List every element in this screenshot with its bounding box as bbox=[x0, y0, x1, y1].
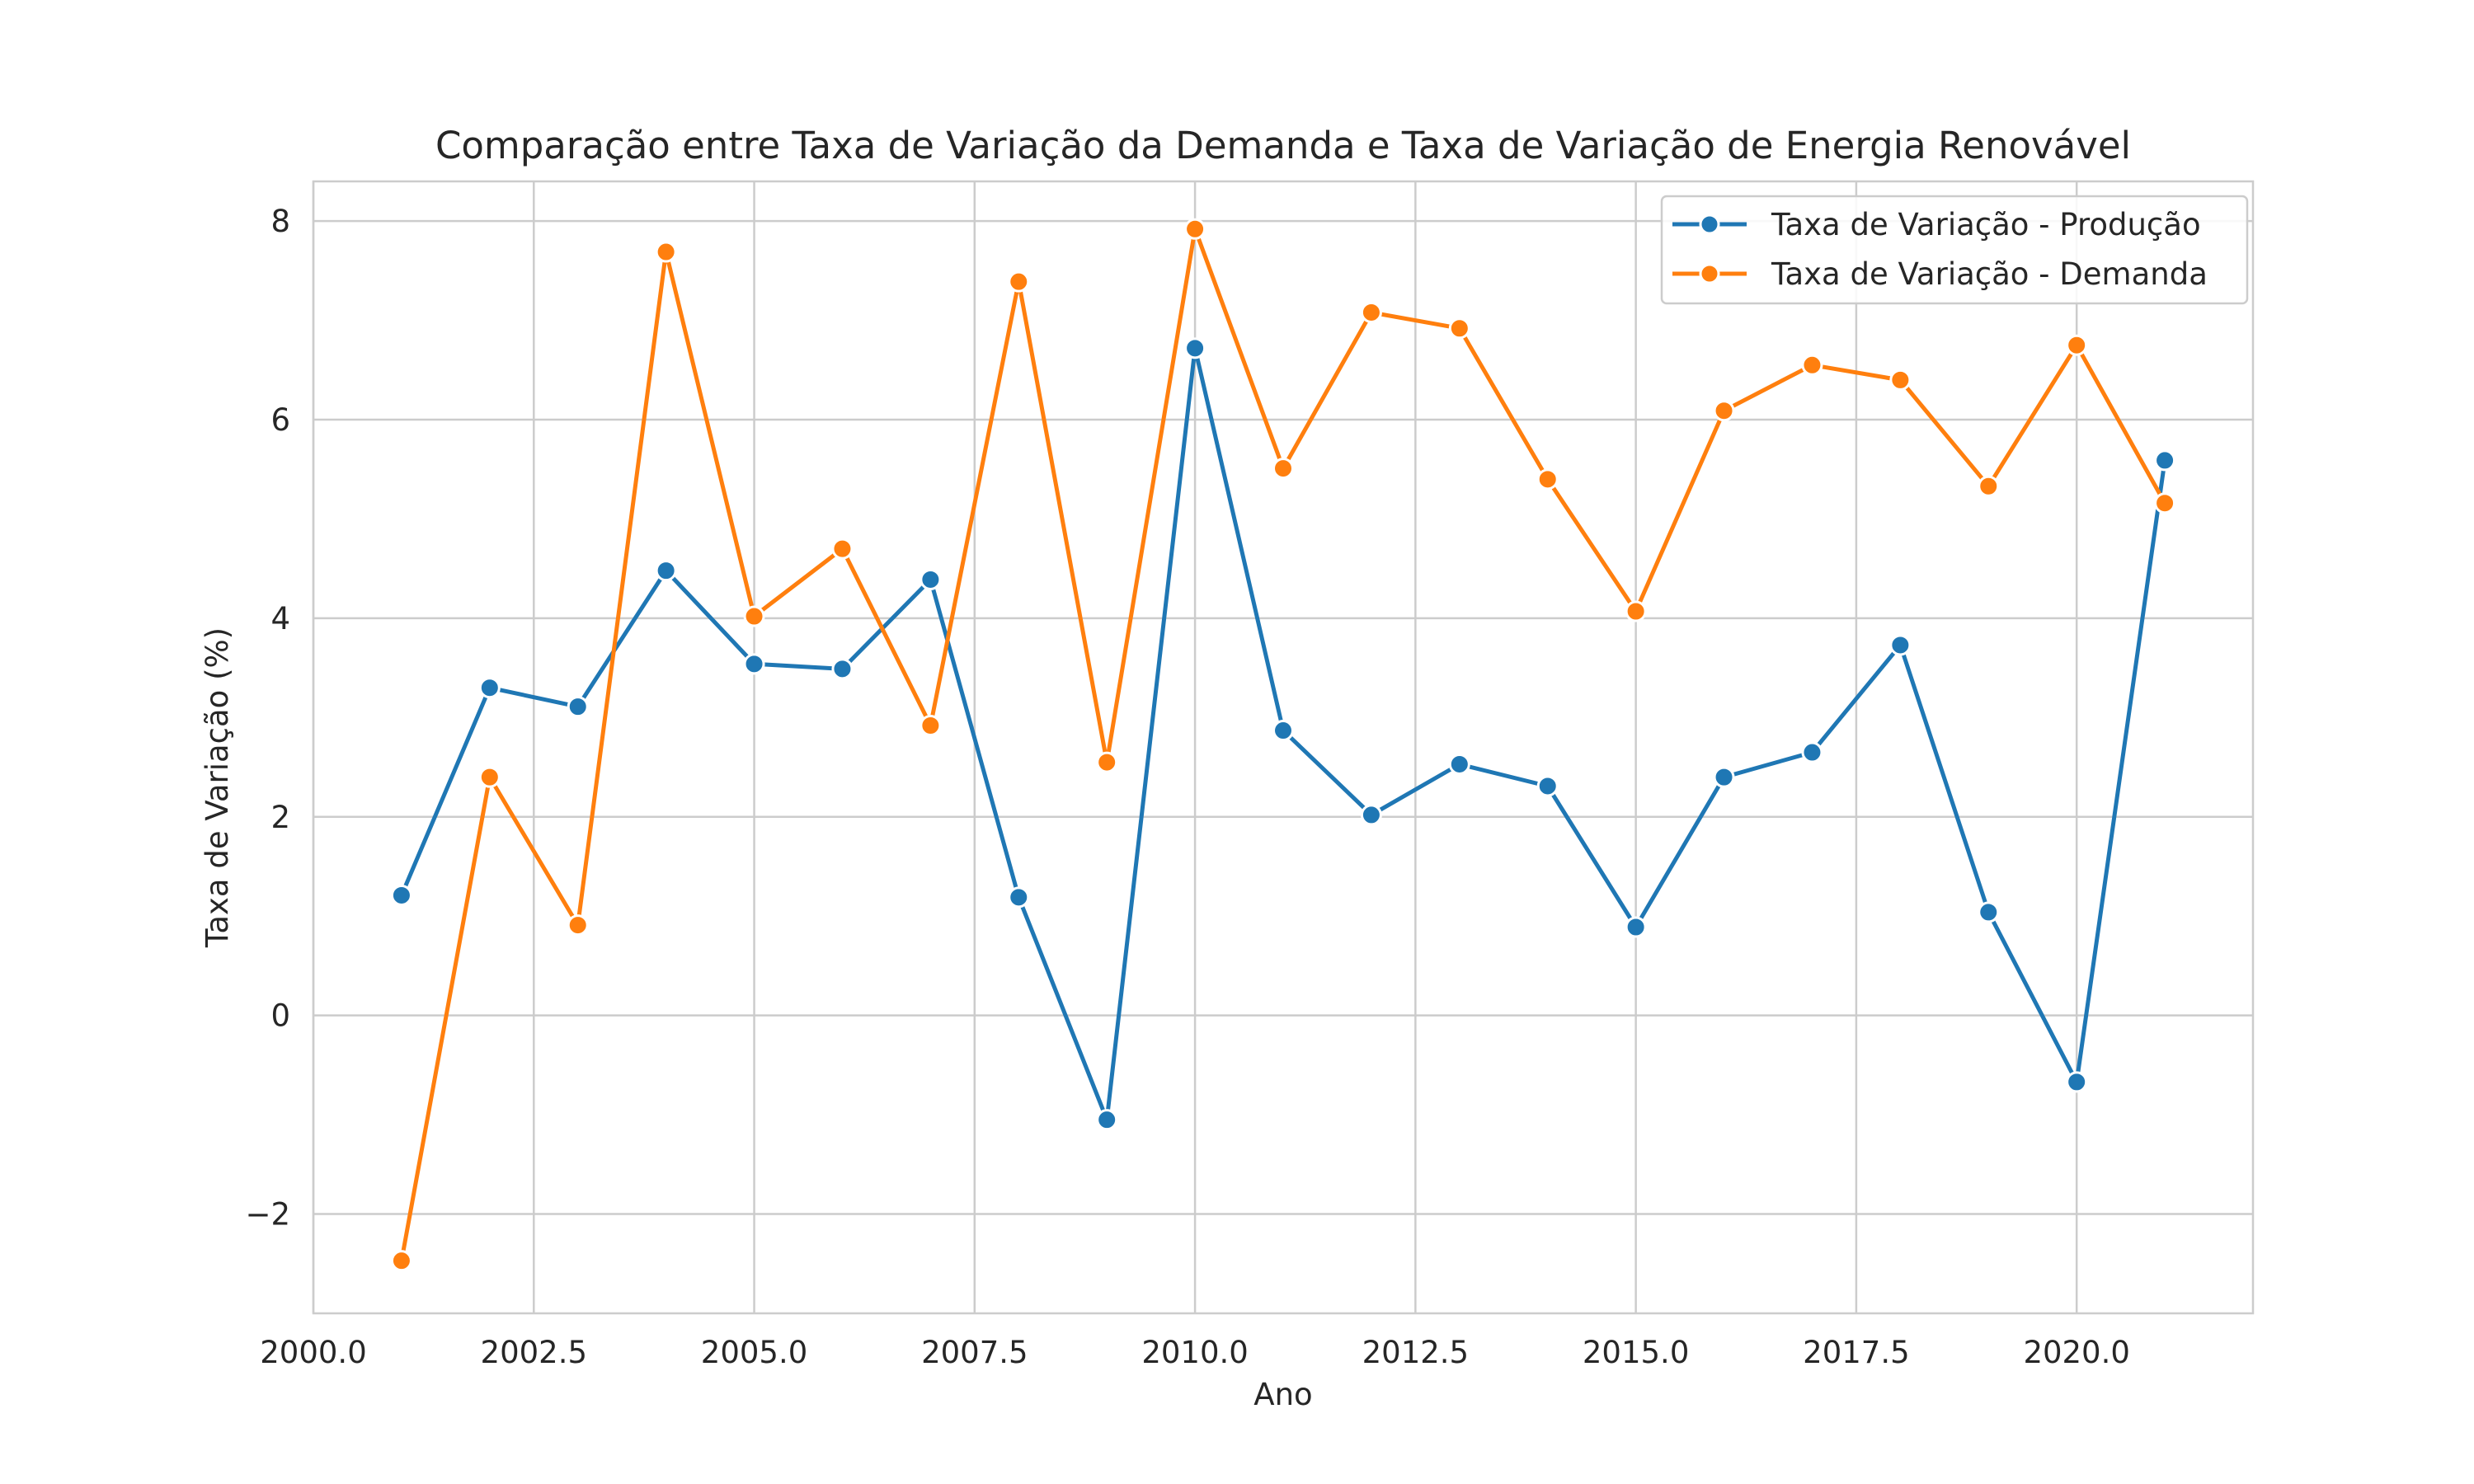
y-axis-ticks: −2 0 2 4 6 8 bbox=[245, 204, 290, 1232]
y-tick-label: 6 bbox=[270, 402, 290, 438]
data-point-producao bbox=[1625, 916, 1647, 938]
data-point-producao bbox=[831, 658, 854, 680]
data-point-demanda bbox=[1272, 458, 1294, 480]
data-point-demanda bbox=[1713, 400, 1735, 422]
x-axis-label: Ano bbox=[1253, 1377, 1312, 1412]
data-point-demanda bbox=[1360, 301, 1382, 323]
data-point-demanda bbox=[743, 605, 765, 627]
data-point-demanda bbox=[2066, 334, 2088, 356]
data-point-producao bbox=[1801, 741, 1823, 763]
plot-frame bbox=[312, 180, 2255, 1315]
series-demanda bbox=[390, 218, 2176, 1272]
data-point-producao bbox=[478, 677, 501, 699]
x-tick-label: 2015.0 bbox=[1583, 1335, 1689, 1370]
data-point-demanda bbox=[567, 914, 589, 937]
data-point-producao bbox=[1184, 337, 1206, 359]
data-point-demanda bbox=[1536, 468, 1559, 491]
legend-frame bbox=[1660, 195, 2249, 305]
data-point-producao bbox=[390, 884, 412, 906]
data-point-producao bbox=[2154, 449, 2176, 472]
x-tick-label: 2000.0 bbox=[260, 1335, 366, 1370]
x-tick-label: 2002.5 bbox=[481, 1335, 587, 1370]
data-point-demanda bbox=[831, 538, 854, 560]
data-point-producao bbox=[1096, 1109, 1118, 1131]
data-point-producao bbox=[2066, 1071, 2088, 1093]
x-tick-label: 2012.5 bbox=[1362, 1335, 1469, 1370]
data-point-producao bbox=[1713, 766, 1735, 788]
data-point-demanda bbox=[390, 1250, 412, 1272]
data-point-producao bbox=[743, 653, 765, 675]
legend-entry-producao: Taxa de Variação - Produção bbox=[1672, 207, 2201, 242]
series-layer bbox=[390, 218, 2176, 1272]
data-point-demanda bbox=[655, 241, 677, 263]
data-point-producao bbox=[920, 568, 942, 590]
legend-marker-demanda bbox=[1699, 263, 1720, 284]
y-tick-label: 4 bbox=[270, 601, 290, 636]
data-point-producao bbox=[1272, 720, 1294, 742]
x-tick-label: 2005.0 bbox=[701, 1335, 807, 1370]
data-point-producao bbox=[1360, 804, 1382, 826]
y-tick-label: 8 bbox=[270, 204, 290, 239]
data-point-producao bbox=[655, 560, 677, 582]
data-point-demanda bbox=[1008, 270, 1030, 293]
series-producao bbox=[390, 337, 2176, 1131]
data-point-producao bbox=[1889, 634, 1912, 656]
y-axis-label: Taxa de Variação (%) bbox=[200, 627, 235, 948]
data-point-demanda bbox=[478, 766, 501, 788]
legend-marker-producao bbox=[1699, 214, 1720, 235]
x-tick-label: 2010.0 bbox=[1141, 1335, 1248, 1370]
legend-label-producao: Taxa de Variação - Produção bbox=[1771, 207, 2201, 242]
legend-entry-demanda: Taxa de Variação - Demanda bbox=[1672, 256, 2208, 292]
x-axis-ticks: 2000.0 2002.5 2005.0 2007.5 2010.0 2012.5 2015… bbox=[260, 1335, 2130, 1370]
x-tick-label: 2017.5 bbox=[1803, 1335, 1909, 1370]
data-point-demanda bbox=[2154, 492, 2176, 514]
chart-title: Comparação entre Taxa de Variação da Dem… bbox=[435, 124, 2131, 167]
data-point-demanda bbox=[1625, 600, 1647, 622]
data-point-demanda bbox=[1448, 317, 1470, 340]
data-point-demanda bbox=[1889, 369, 1912, 391]
legend-label-demanda: Taxa de Variação - Demanda bbox=[1771, 256, 2208, 292]
data-point-demanda bbox=[1801, 354, 1823, 376]
data-point-producao bbox=[1536, 775, 1559, 797]
data-point-demanda bbox=[1978, 475, 2000, 497]
y-tick-label: 2 bbox=[270, 800, 290, 835]
y-tick-label: −2 bbox=[245, 1197, 290, 1233]
data-point-producao bbox=[1008, 886, 1030, 909]
data-point-demanda bbox=[1184, 218, 1206, 240]
data-point-producao bbox=[1448, 753, 1470, 775]
grid bbox=[312, 181, 2253, 1313]
legend: Taxa de Variação - Produção Taxa de Vari… bbox=[1660, 195, 2249, 305]
data-point-demanda bbox=[1096, 751, 1118, 773]
data-point-producao bbox=[1978, 901, 2000, 923]
y-tick-label: 0 bbox=[270, 998, 290, 1034]
x-tick-label: 2020.0 bbox=[2023, 1335, 2129, 1370]
x-tick-label: 2007.5 bbox=[921, 1335, 1028, 1370]
data-point-demanda bbox=[920, 715, 942, 737]
data-point-producao bbox=[567, 696, 589, 718]
